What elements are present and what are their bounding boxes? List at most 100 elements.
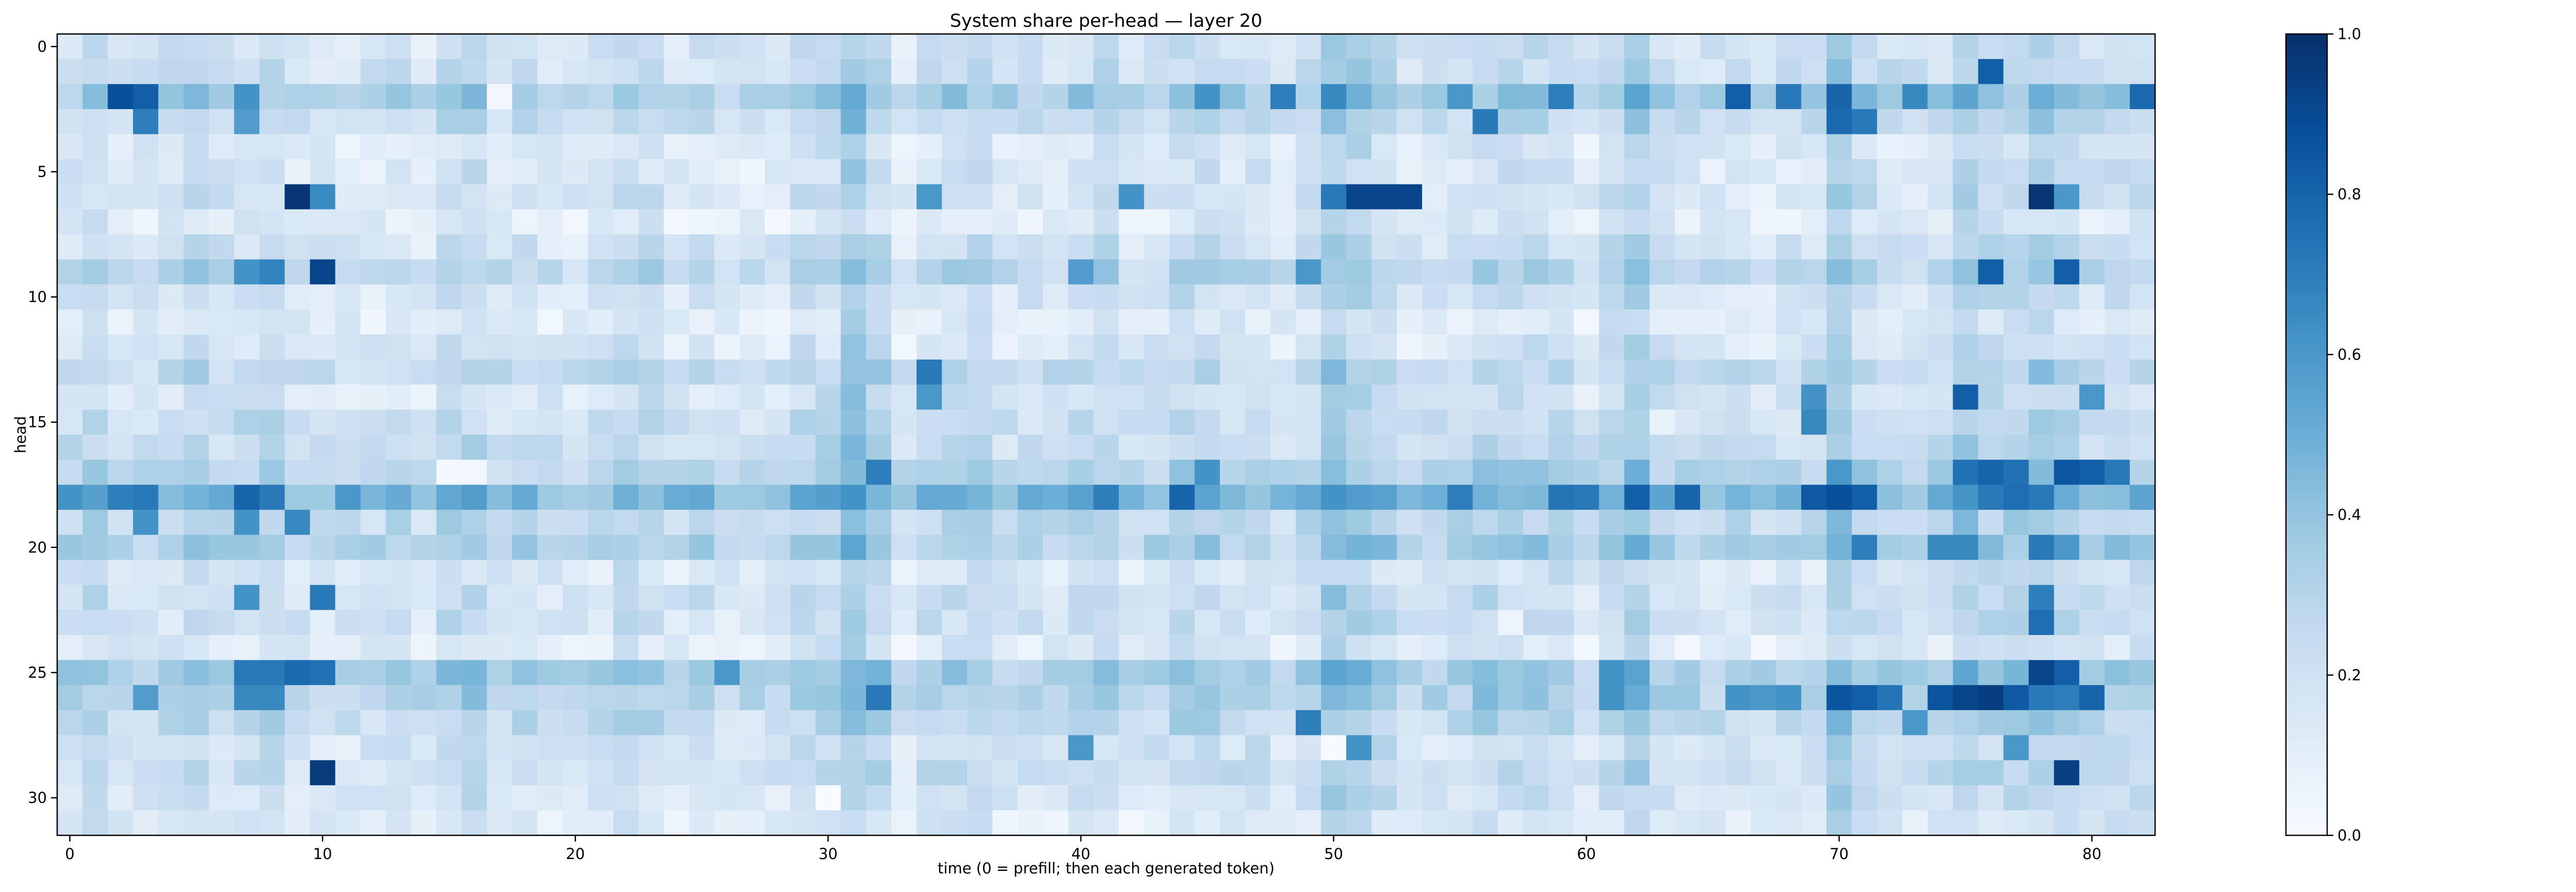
heatmap-cell [183, 485, 209, 510]
heatmap-cell [1371, 84, 1397, 110]
heatmap-cell [1371, 560, 1397, 586]
heatmap-cell [1144, 485, 1170, 510]
heatmap-cell [335, 660, 361, 685]
heatmap-cell [1397, 109, 1422, 135]
heatmap-cell [613, 359, 639, 385]
heatmap-cell [360, 84, 386, 110]
heatmap-cell [1144, 685, 1170, 711]
heatmap-cell [1169, 585, 1195, 610]
heatmap-cell [234, 585, 260, 610]
heatmap-cell [1270, 785, 1296, 811]
heatmap-cell [1725, 384, 1751, 410]
heatmap-cell [942, 234, 968, 260]
heatmap-cell [1877, 685, 1903, 711]
heatmap-cell [158, 685, 184, 711]
heatmap-cell [158, 184, 184, 210]
heatmap-cell [1397, 635, 1422, 661]
heatmap-cell [866, 234, 892, 260]
heatmap-cell [1751, 159, 1776, 185]
heatmap-cell [411, 284, 437, 310]
heatmap-cell [411, 459, 437, 485]
heatmap-cell [1498, 84, 1524, 110]
heatmap-cell [1422, 810, 1448, 836]
heatmap-cell [2079, 785, 2105, 811]
heatmap-cell [461, 259, 487, 285]
heatmap-cell [1346, 134, 1372, 160]
heatmap-cell [259, 234, 285, 260]
heatmap-cell [1700, 234, 1726, 260]
heatmap-cell [790, 284, 816, 310]
heatmap-cell [942, 284, 968, 310]
heatmap-cell [1219, 509, 1246, 536]
heatmap-cell [1043, 184, 1069, 210]
heatmap-cell [790, 334, 816, 360]
heatmap-cell [1599, 635, 1625, 661]
heatmap-cell [1118, 685, 1145, 711]
heatmap-cell [588, 459, 614, 485]
heatmap-cell [1826, 509, 1852, 536]
heatmap-cell [1877, 84, 1903, 110]
heatmap-cell [739, 635, 766, 661]
heatmap-cell [1068, 560, 1094, 586]
heatmap-cell [866, 459, 892, 485]
heatmap-cell [1674, 134, 1701, 160]
heatmap-cell [790, 535, 816, 560]
heatmap-cell [917, 509, 942, 536]
heatmap-cell [891, 309, 917, 335]
heatmap-cell [385, 685, 412, 711]
heatmap-cell [234, 685, 260, 711]
heatmap-cell [487, 685, 513, 711]
heatmap-cell [992, 810, 1018, 836]
heatmap-cell [487, 59, 513, 84]
heatmap-cell [1295, 109, 1321, 135]
heatmap-cell [689, 635, 715, 661]
heatmap-cell [234, 710, 260, 736]
heatmap-cell [1700, 710, 1726, 736]
heatmap-cell [613, 59, 639, 84]
heatmap-cell [1776, 585, 1802, 610]
heatmap-cell [714, 760, 740, 786]
heatmap-cell [360, 409, 386, 435]
heatmap-cell [1649, 159, 1675, 185]
heatmap-cell [461, 535, 487, 560]
heatmap-cell [1043, 685, 1069, 711]
heatmap-cell [1877, 384, 1903, 410]
heatmap-cell [1270, 635, 1296, 661]
heatmap-cell [992, 209, 1018, 235]
heatmap-cell [2028, 384, 2055, 410]
heatmap-cell [2028, 535, 2055, 560]
heatmap-cell [1321, 560, 1347, 586]
heatmap-cell [992, 509, 1018, 536]
heatmap-cell [284, 384, 311, 410]
heatmap-cell [1219, 134, 1246, 160]
heatmap-cell [108, 184, 133, 210]
heatmap-cell [1927, 284, 1954, 310]
heatmap-cell [1548, 785, 1574, 811]
heatmap-cell [840, 34, 867, 60]
heatmap-cell [1219, 184, 1246, 210]
heatmap-cell [739, 34, 766, 60]
heatmap-cell [1674, 635, 1701, 661]
heatmap-cell [790, 685, 816, 711]
heatmap-cell [537, 259, 563, 285]
heatmap-cell [1270, 509, 1296, 536]
heatmap-cell [259, 459, 285, 485]
heatmap-cell [108, 660, 133, 685]
heatmap-cell [158, 234, 184, 260]
heatmap-cell [133, 635, 159, 661]
heatmap-cell [1725, 585, 1751, 610]
heatmap-cell [917, 485, 942, 510]
heatmap-cell [1397, 59, 1422, 84]
heatmap-cell [1826, 109, 1852, 135]
heatmap-cell [310, 760, 336, 786]
heatmap-cell [1826, 409, 1852, 435]
heatmap-cell [284, 459, 311, 485]
heatmap-cell [1649, 435, 1675, 460]
heatmap-cell [512, 109, 538, 135]
heatmap-cell [1700, 535, 1726, 560]
heatmap-cell [1169, 560, 1195, 586]
heatmap-cell [310, 560, 336, 586]
heatmap-cell [1700, 585, 1726, 610]
heatmap-cell [1245, 134, 1271, 160]
heatmap-cell [1169, 409, 1195, 435]
